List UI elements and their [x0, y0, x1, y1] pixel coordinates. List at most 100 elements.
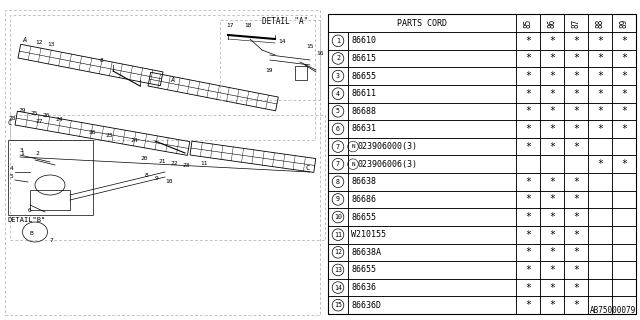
- Text: *: *: [597, 36, 603, 46]
- Bar: [348, 173, 516, 191]
- Bar: [588, 102, 612, 120]
- Bar: [564, 279, 588, 296]
- Text: 10: 10: [165, 179, 173, 184]
- Text: *: *: [549, 141, 555, 152]
- Text: 85: 85: [524, 18, 532, 28]
- Text: *: *: [573, 265, 579, 275]
- Text: *: *: [597, 106, 603, 116]
- Text: 23: 23: [182, 163, 189, 168]
- Bar: [564, 120, 588, 138]
- Text: *: *: [573, 89, 579, 99]
- Bar: [328, 279, 348, 296]
- Text: *: *: [573, 300, 579, 310]
- Text: *: *: [549, 230, 555, 240]
- Text: 20: 20: [140, 156, 147, 161]
- Text: *: *: [525, 283, 531, 292]
- Bar: [588, 244, 612, 261]
- Bar: [348, 226, 516, 244]
- Bar: [328, 102, 348, 120]
- Bar: [348, 138, 516, 156]
- Text: 3: 3: [20, 148, 24, 153]
- Text: 2: 2: [336, 55, 340, 61]
- Bar: [564, 67, 588, 85]
- Text: *: *: [525, 195, 531, 204]
- Text: 9: 9: [155, 176, 159, 181]
- Text: *: *: [573, 71, 579, 81]
- Bar: [328, 14, 636, 314]
- Bar: [612, 120, 636, 138]
- Bar: [328, 226, 348, 244]
- Text: *: *: [549, 106, 555, 116]
- Bar: [8, 140, 93, 215]
- Text: *: *: [597, 53, 603, 63]
- Bar: [540, 156, 564, 173]
- Bar: [516, 208, 540, 226]
- Text: *: *: [525, 141, 531, 152]
- Text: *: *: [573, 106, 579, 116]
- Bar: [612, 279, 636, 296]
- Bar: [516, 50, 540, 67]
- Bar: [516, 191, 540, 208]
- Bar: [516, 85, 540, 102]
- Bar: [588, 32, 612, 50]
- Text: *: *: [573, 141, 579, 152]
- Bar: [564, 138, 588, 156]
- Text: 1: 1: [336, 38, 340, 44]
- Text: *: *: [549, 124, 555, 134]
- Text: A: A: [22, 37, 26, 43]
- Bar: [540, 138, 564, 156]
- Text: *: *: [525, 89, 531, 99]
- Bar: [540, 191, 564, 208]
- Text: C: C: [8, 120, 12, 126]
- Bar: [328, 120, 348, 138]
- Bar: [612, 226, 636, 244]
- Bar: [516, 226, 540, 244]
- Text: 023906000(3): 023906000(3): [358, 142, 418, 151]
- Bar: [612, 50, 636, 67]
- Text: *: *: [549, 177, 555, 187]
- Text: 5: 5: [10, 174, 13, 179]
- Text: 1: 1: [20, 151, 24, 156]
- Bar: [516, 279, 540, 296]
- Bar: [328, 261, 348, 279]
- Bar: [612, 32, 636, 50]
- Text: 6: 6: [28, 208, 32, 213]
- Text: 19: 19: [265, 68, 273, 73]
- Text: PARTS CORD: PARTS CORD: [397, 19, 447, 28]
- Text: *: *: [525, 106, 531, 116]
- Bar: [612, 208, 636, 226]
- Text: *: *: [621, 106, 627, 116]
- Text: 26: 26: [88, 130, 95, 135]
- Bar: [588, 14, 612, 32]
- Bar: [540, 208, 564, 226]
- Text: 14: 14: [334, 284, 342, 291]
- Bar: [516, 156, 540, 173]
- Text: 18: 18: [244, 23, 252, 28]
- Text: 17: 17: [227, 23, 234, 28]
- Text: AB75000079: AB75000079: [589, 306, 636, 315]
- Bar: [348, 296, 516, 314]
- Bar: [348, 85, 516, 102]
- Bar: [588, 67, 612, 85]
- Text: *: *: [525, 212, 531, 222]
- Bar: [564, 85, 588, 102]
- Text: 11: 11: [200, 161, 207, 166]
- Bar: [328, 138, 348, 156]
- Bar: [328, 173, 348, 191]
- Bar: [328, 50, 348, 67]
- Text: 023906006(3): 023906006(3): [358, 160, 418, 169]
- Bar: [348, 279, 516, 296]
- Text: 87: 87: [572, 18, 580, 28]
- Text: 7: 7: [336, 144, 340, 149]
- Bar: [328, 67, 348, 85]
- Bar: [328, 14, 516, 32]
- Bar: [588, 191, 612, 208]
- Bar: [612, 85, 636, 102]
- Bar: [540, 120, 564, 138]
- Bar: [516, 120, 540, 138]
- Text: *: *: [525, 36, 531, 46]
- Bar: [564, 14, 588, 32]
- Bar: [328, 156, 348, 173]
- Bar: [348, 50, 516, 67]
- Bar: [564, 261, 588, 279]
